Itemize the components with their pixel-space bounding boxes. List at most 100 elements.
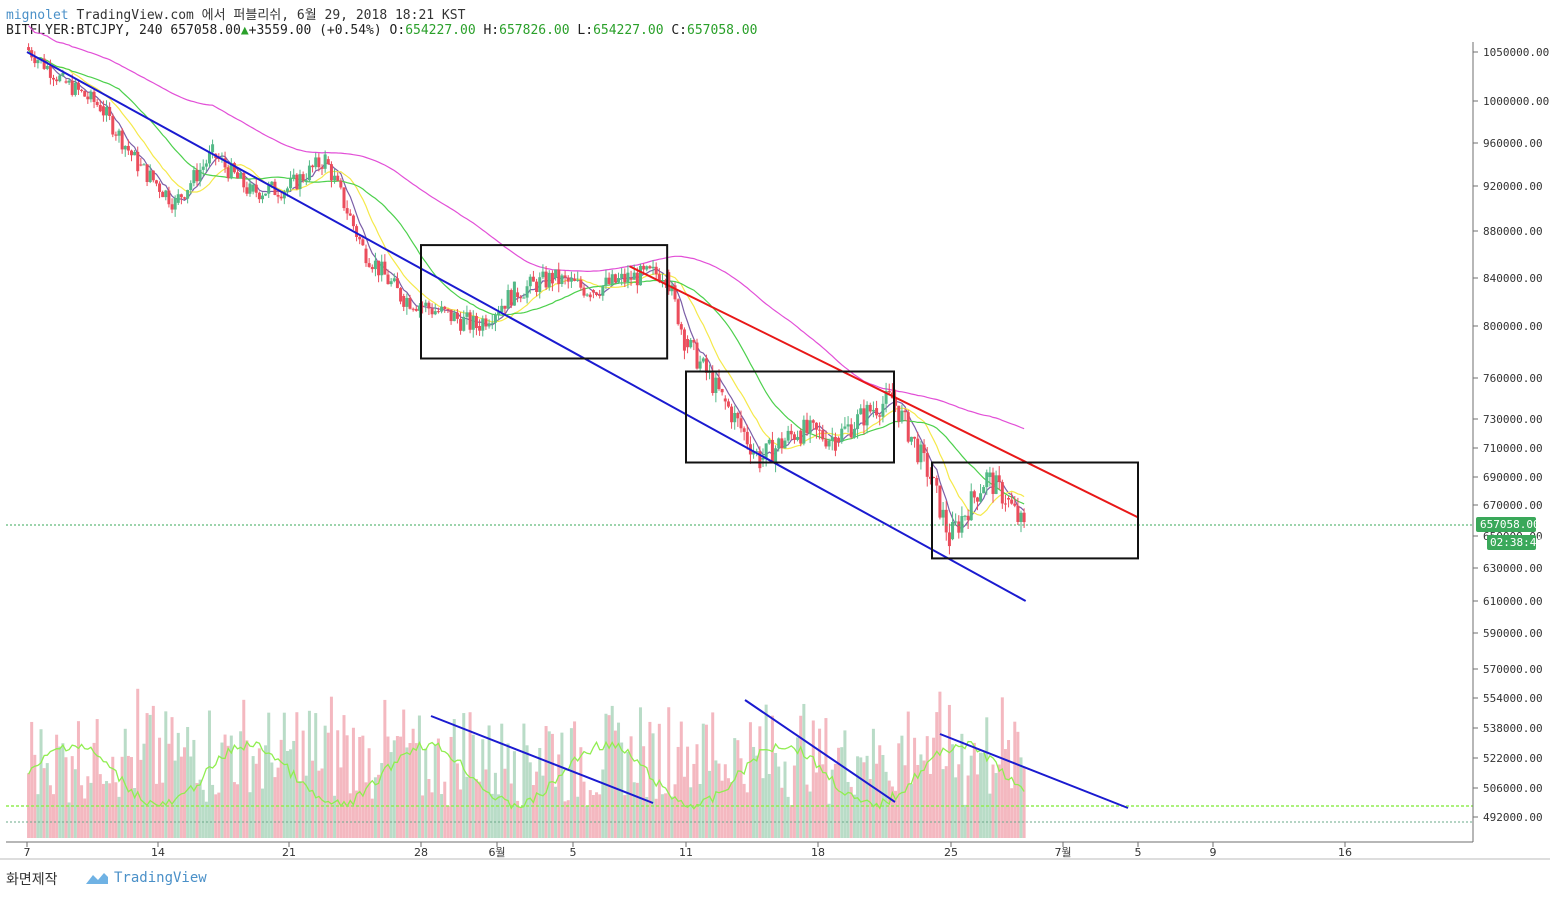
volume-bar — [220, 742, 224, 838]
volume-bar — [642, 746, 646, 838]
candle-down — [821, 430, 825, 440]
volume-bar — [101, 783, 105, 838]
price-tick-label: 630000.00 — [1483, 562, 1543, 575]
volume-bar — [525, 745, 529, 838]
volume-bar — [660, 794, 664, 838]
candle-down — [355, 226, 359, 238]
volume-bar — [129, 757, 133, 838]
candle-down — [232, 163, 236, 173]
price-chart[interactable]: 1050000.00 1000000.00 960000.00 920000.00 88… — [0, 0, 1550, 862]
time-tick-label: 11 — [679, 846, 693, 859]
volume-bar — [1003, 749, 1007, 838]
candle-up — [620, 273, 624, 279]
candle-down — [395, 278, 399, 289]
candle-up — [148, 170, 152, 182]
candle-down — [623, 273, 627, 283]
candle-up — [638, 265, 642, 286]
volume-bar — [33, 754, 37, 838]
volume-bar — [903, 765, 907, 838]
candle-down — [717, 377, 721, 390]
volume-bar — [189, 756, 193, 838]
candle-up — [554, 269, 558, 278]
volume-bar — [1007, 740, 1011, 838]
volume-bar — [868, 778, 872, 838]
candle-down — [966, 515, 970, 521]
volume-bar — [938, 691, 942, 838]
volume-bar — [676, 746, 680, 838]
volume-bar — [982, 753, 986, 838]
chart-header-publish: mignolet TradingView.com 에서 퍼블리쉬, 6월 29,… — [6, 4, 465, 23]
candle-down — [411, 308, 415, 310]
volume-bar — [941, 769, 945, 838]
candle-down — [179, 194, 183, 198]
volume-bar — [1000, 697, 1004, 838]
volume-bar — [142, 743, 146, 838]
price-change: +3559.00 (+0.54%) — [248, 23, 382, 38]
volume-bar — [311, 760, 315, 838]
candle-up — [852, 428, 856, 438]
candle-up — [123, 145, 127, 150]
candle-down — [95, 101, 99, 105]
volume-bar — [58, 746, 62, 838]
candle-up — [239, 173, 243, 179]
volume-bar — [522, 723, 526, 838]
volume-bar — [170, 717, 174, 838]
candle-up — [881, 403, 885, 417]
candle-up — [61, 72, 65, 76]
volume-bar — [752, 746, 756, 838]
candle-down — [591, 290, 595, 293]
volume-bar — [270, 762, 274, 838]
volume-bar — [932, 737, 936, 838]
candle-down — [676, 299, 680, 325]
tradingview-brand[interactable]: TradingView — [114, 870, 207, 886]
candle-down — [342, 187, 346, 209]
candle-down — [83, 90, 87, 97]
volume-bar — [865, 755, 869, 838]
time-tick-label: 21 — [282, 846, 296, 859]
lower-channel-trendline — [26, 51, 1027, 602]
price-tags: 657058.00 02:38:41 — [1476, 517, 1543, 551]
volume-bar — [298, 781, 302, 838]
candle-down — [897, 405, 901, 422]
candle-down — [887, 390, 891, 393]
volume-bar — [421, 795, 425, 838]
candle-up — [189, 183, 193, 190]
volume-bar — [361, 735, 365, 838]
candle-down — [875, 408, 879, 416]
candle-up — [186, 189, 190, 199]
volume-bar — [503, 768, 507, 838]
volume-bar — [799, 715, 803, 838]
volume-bar — [214, 794, 218, 838]
volume-bar — [629, 736, 633, 838]
volume-bar — [36, 794, 40, 838]
candle-up — [307, 165, 311, 181]
candle-down — [52, 77, 56, 80]
volume-bar — [563, 801, 567, 838]
candle-down — [613, 274, 617, 283]
volume-bar — [988, 793, 992, 838]
candle-down — [114, 134, 118, 136]
candle-up — [211, 144, 215, 153]
volume-bar — [161, 782, 165, 838]
candle-up — [198, 169, 202, 182]
volume-bar — [289, 749, 293, 838]
volume-bar — [117, 796, 121, 838]
volume-bar — [859, 757, 863, 838]
volume-bar — [399, 736, 403, 838]
close-label: C: — [671, 23, 688, 38]
author-name[interactable]: mignolet — [6, 8, 69, 23]
candle-up — [985, 472, 989, 488]
volume-bar — [538, 747, 542, 838]
candle-down — [814, 422, 818, 430]
volume-bar — [186, 726, 190, 838]
candle-up — [133, 151, 137, 156]
candle-down — [648, 266, 652, 269]
volume-bar — [541, 775, 545, 838]
low-label: L: — [577, 23, 594, 38]
candle-down — [427, 302, 431, 309]
candle-down — [695, 342, 699, 369]
candle-up — [462, 316, 466, 331]
volume-bar — [947, 704, 951, 838]
volume-bar — [164, 711, 168, 838]
volume-bar — [462, 713, 466, 838]
